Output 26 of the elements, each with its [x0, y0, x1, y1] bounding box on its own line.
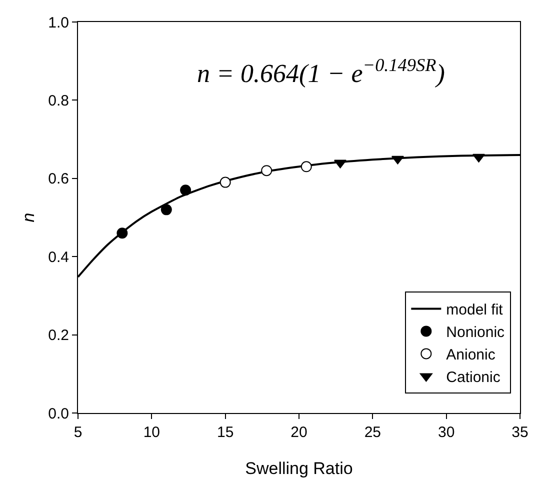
y-tick-label: 0.0 [48, 405, 69, 422]
y-tick-label: 1.0 [48, 14, 69, 32]
point [160, 204, 172, 216]
x-tick-label: 10 [143, 424, 160, 441]
x-tick-label: 15 [216, 424, 234, 441]
y-tick-label: 0.2 [48, 327, 69, 344]
point [220, 176, 231, 188]
point [180, 184, 192, 196]
x-tick-label: 30 [438, 424, 455, 441]
y-tick-label: 0.6 [48, 170, 69, 188]
annotation: n = 0.664(1 − e$^{−0.149SR}$) [197, 55, 445, 88]
legend-label: model fit [446, 302, 504, 319]
point [116, 228, 128, 239]
y-tick-label: 0.4 [48, 248, 69, 266]
legend-label: Anionic [446, 346, 496, 364]
x-tick-label: 20 [290, 424, 308, 441]
legend-label: Nonionic [446, 324, 506, 342]
legend-label: Cationic [446, 369, 501, 386]
x-axis-title: Swelling Ratio [245, 459, 353, 478]
x-tick-label: 5 [74, 424, 82, 441]
y-axis-title: n [19, 212, 38, 222]
x-tick-label: 35 [512, 424, 528, 441]
point [261, 165, 272, 176]
point [300, 161, 312, 172]
x-tick-label: 25 [364, 424, 382, 441]
y-tick-label: 0.8 [48, 92, 69, 110]
